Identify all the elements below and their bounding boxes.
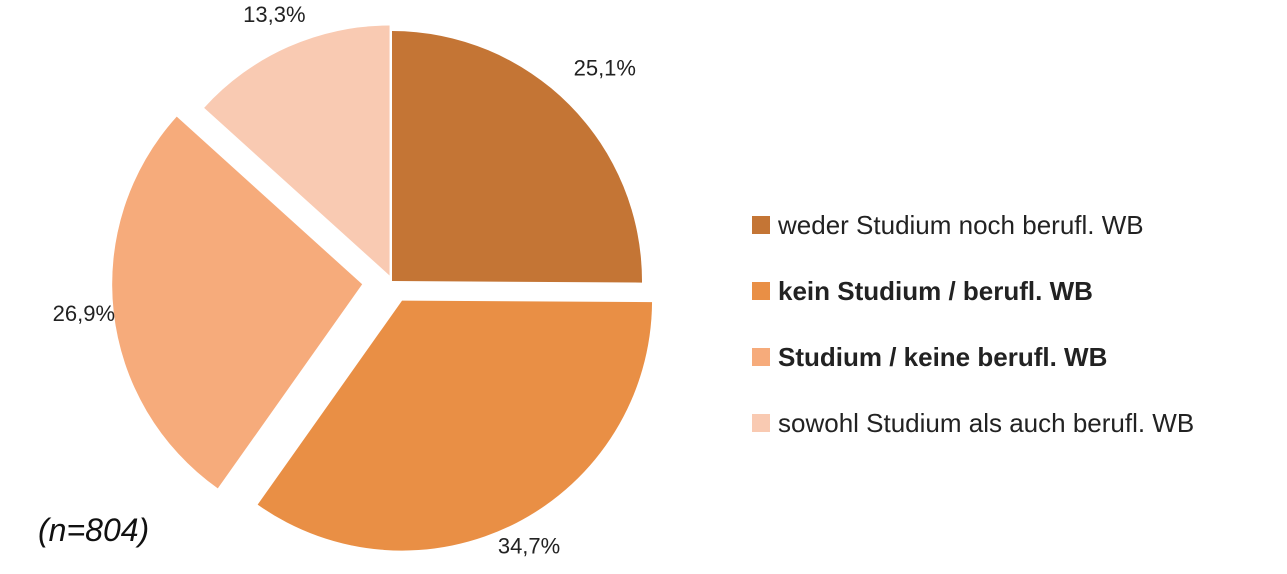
legend-label: kein Studium / berufl. WB (778, 276, 1093, 306)
legend-item: sowohl Studium als auch berufl. WB (752, 406, 1282, 440)
legend: weder Studium noch berufl. WB kein Studiu… (752, 208, 1282, 472)
pie-slice (204, 25, 390, 276)
pie-slice (112, 116, 363, 489)
data-label: 34,7% (498, 534, 560, 559)
annotation: (n=804) (38, 512, 150, 548)
legend-item: kein Studium / berufl. WB (752, 274, 1282, 308)
legend-label: sowohl Studium als auch berufl. WB (778, 408, 1195, 438)
legend-label: weder Studium noch berufl. WB (778, 210, 1144, 240)
legend-swatch (752, 216, 770, 234)
legend-item: Studium / keine berufl. WB (752, 340, 1282, 374)
chart: 25,1% 34,7% 26,9% 13,3% (53, 2, 653, 559)
data-label: 13,3% (243, 2, 305, 27)
legend-item: weder Studium noch berufl. WB (752, 208, 1282, 242)
legend-label: Studium / keine berufl. WB (778, 342, 1108, 372)
data-label: 25,1% (574, 55, 636, 80)
pie-slice (257, 300, 653, 551)
legend-swatch (752, 282, 770, 300)
pie-slice (392, 31, 642, 283)
legend-swatch (752, 414, 770, 432)
data-label: 26,9% (53, 301, 115, 326)
legend-swatch (752, 348, 770, 366)
